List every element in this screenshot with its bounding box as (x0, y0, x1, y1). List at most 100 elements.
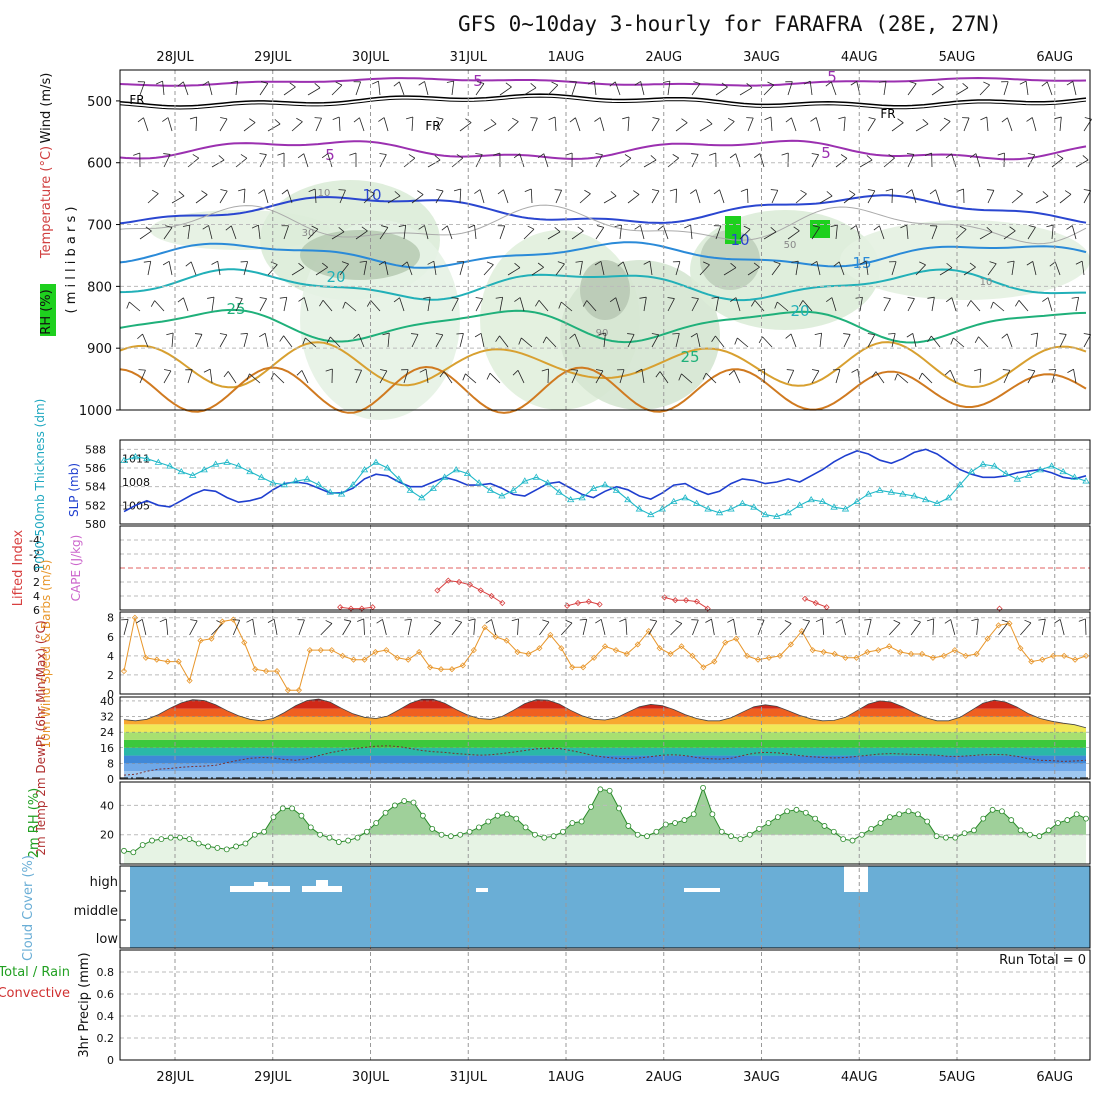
rh-point (1017, 827, 1024, 834)
wind-barb (459, 261, 465, 276)
wind10-barb-flag (454, 619, 462, 623)
wind-barb-flag (584, 189, 591, 195)
wind-barb-flag (441, 225, 448, 231)
day-label-bottom: 29JUL (254, 1070, 292, 1085)
wind-barb (230, 225, 237, 240)
wind-barb-flag (137, 117, 144, 123)
wind-barb (259, 154, 267, 168)
wind-barb (843, 194, 856, 204)
wind-barb-flag (249, 118, 256, 123)
lifted-index-tick-label: 0 (33, 562, 40, 575)
thickness-point (1036, 466, 1044, 473)
rh-point (877, 820, 884, 826)
wind-barb (523, 228, 535, 240)
wind10-barb-flag (404, 618, 412, 621)
wind-barb-flag (314, 117, 322, 119)
wind10m-panel: 0 2 4 6 8 (107, 612, 1090, 701)
wind-barb-flag (833, 261, 840, 267)
rh-point (419, 812, 426, 819)
thickness-tick-label: 582 (85, 499, 106, 512)
wind10-barb (976, 618, 979, 635)
wind-barb (355, 81, 362, 96)
rh-tick-label: 40 (100, 799, 114, 812)
wind10-point (481, 624, 488, 631)
wind-barb (651, 190, 660, 204)
wind-barb-flag (411, 333, 419, 335)
wind-barb (305, 337, 317, 348)
wind10-point (153, 656, 160, 663)
wind-barb-flag (156, 80, 163, 85)
wind10-point (525, 650, 532, 658)
thickness-tick-label: 586 (85, 462, 106, 475)
wind-barb (615, 297, 621, 312)
wind-barb-flag (800, 189, 807, 195)
wind-barb (331, 84, 343, 96)
thickness-point (566, 495, 575, 503)
wind-barb (406, 261, 413, 276)
thickness-point (704, 505, 712, 512)
wind-barb-flag (944, 369, 951, 376)
wind10-barb (1041, 619, 1046, 635)
rh-point (270, 814, 277, 821)
wind10-barb-flag (579, 618, 587, 621)
day-label-bottom: 5AUG (939, 1070, 976, 1085)
wind-barb (219, 190, 228, 204)
panel-frame-cloud (119, 865, 1091, 949)
day-label-top: 31JUL (450, 50, 488, 65)
rh-point (121, 847, 127, 854)
lifted-index-tick-label: 2 (33, 576, 40, 589)
wind-barb (754, 300, 765, 312)
wind-barb-flag (840, 154, 848, 159)
rh-point (279, 805, 286, 812)
wind-barb (571, 81, 577, 96)
wind10-barb (1059, 619, 1065, 635)
wind10-point (503, 637, 510, 644)
lifted-index-point (672, 597, 679, 604)
thickness-point (1013, 475, 1021, 482)
wind-barb (433, 261, 437, 276)
wind-barb (1018, 300, 1029, 312)
thickness-point (475, 479, 483, 486)
wind10-point (339, 652, 346, 659)
rh-point (980, 815, 987, 822)
day-label-top: 2AUG (645, 50, 682, 65)
wind-barb-flag (850, 81, 857, 86)
wind-barb-flag (907, 297, 915, 299)
wind-barb (190, 261, 197, 276)
wind-barb (975, 153, 981, 168)
rh-point (251, 831, 258, 838)
wind-barb (641, 369, 645, 384)
wind-barb-flag (711, 296, 719, 299)
wind-barb (579, 261, 583, 276)
wind10-point (383, 647, 390, 654)
rh-point (971, 827, 977, 834)
wind-barb (1075, 159, 1089, 168)
rh-point (354, 834, 361, 841)
temperature-contour-label: 5 (827, 68, 837, 86)
wind-barb (283, 86, 296, 96)
wind-barb (843, 334, 851, 348)
wind-barb (695, 189, 701, 204)
wind-barb-flag (793, 226, 800, 232)
lifted-index-point (693, 598, 700, 605)
wind10-point (492, 633, 499, 640)
wind-barb-flag (551, 81, 559, 86)
wind10-barb (998, 622, 1009, 636)
wind10-point (645, 628, 652, 635)
wind10-barb-flag (511, 618, 519, 622)
wind10-barb (932, 618, 935, 635)
wind-barb-flag (730, 262, 737, 269)
wind-barb (273, 372, 285, 384)
rh-point (1036, 833, 1043, 840)
wind-barb (987, 263, 997, 276)
wind-barb (891, 261, 897, 276)
wind-barb (931, 86, 944, 96)
wind-barb-flag (342, 301, 346, 309)
wind10-point (284, 687, 292, 694)
wind-barb (315, 266, 328, 276)
wind-barb-flag (879, 80, 887, 83)
wind-barb (561, 301, 573, 312)
wind-barb (209, 369, 213, 384)
wind-barb-flag (770, 227, 777, 233)
